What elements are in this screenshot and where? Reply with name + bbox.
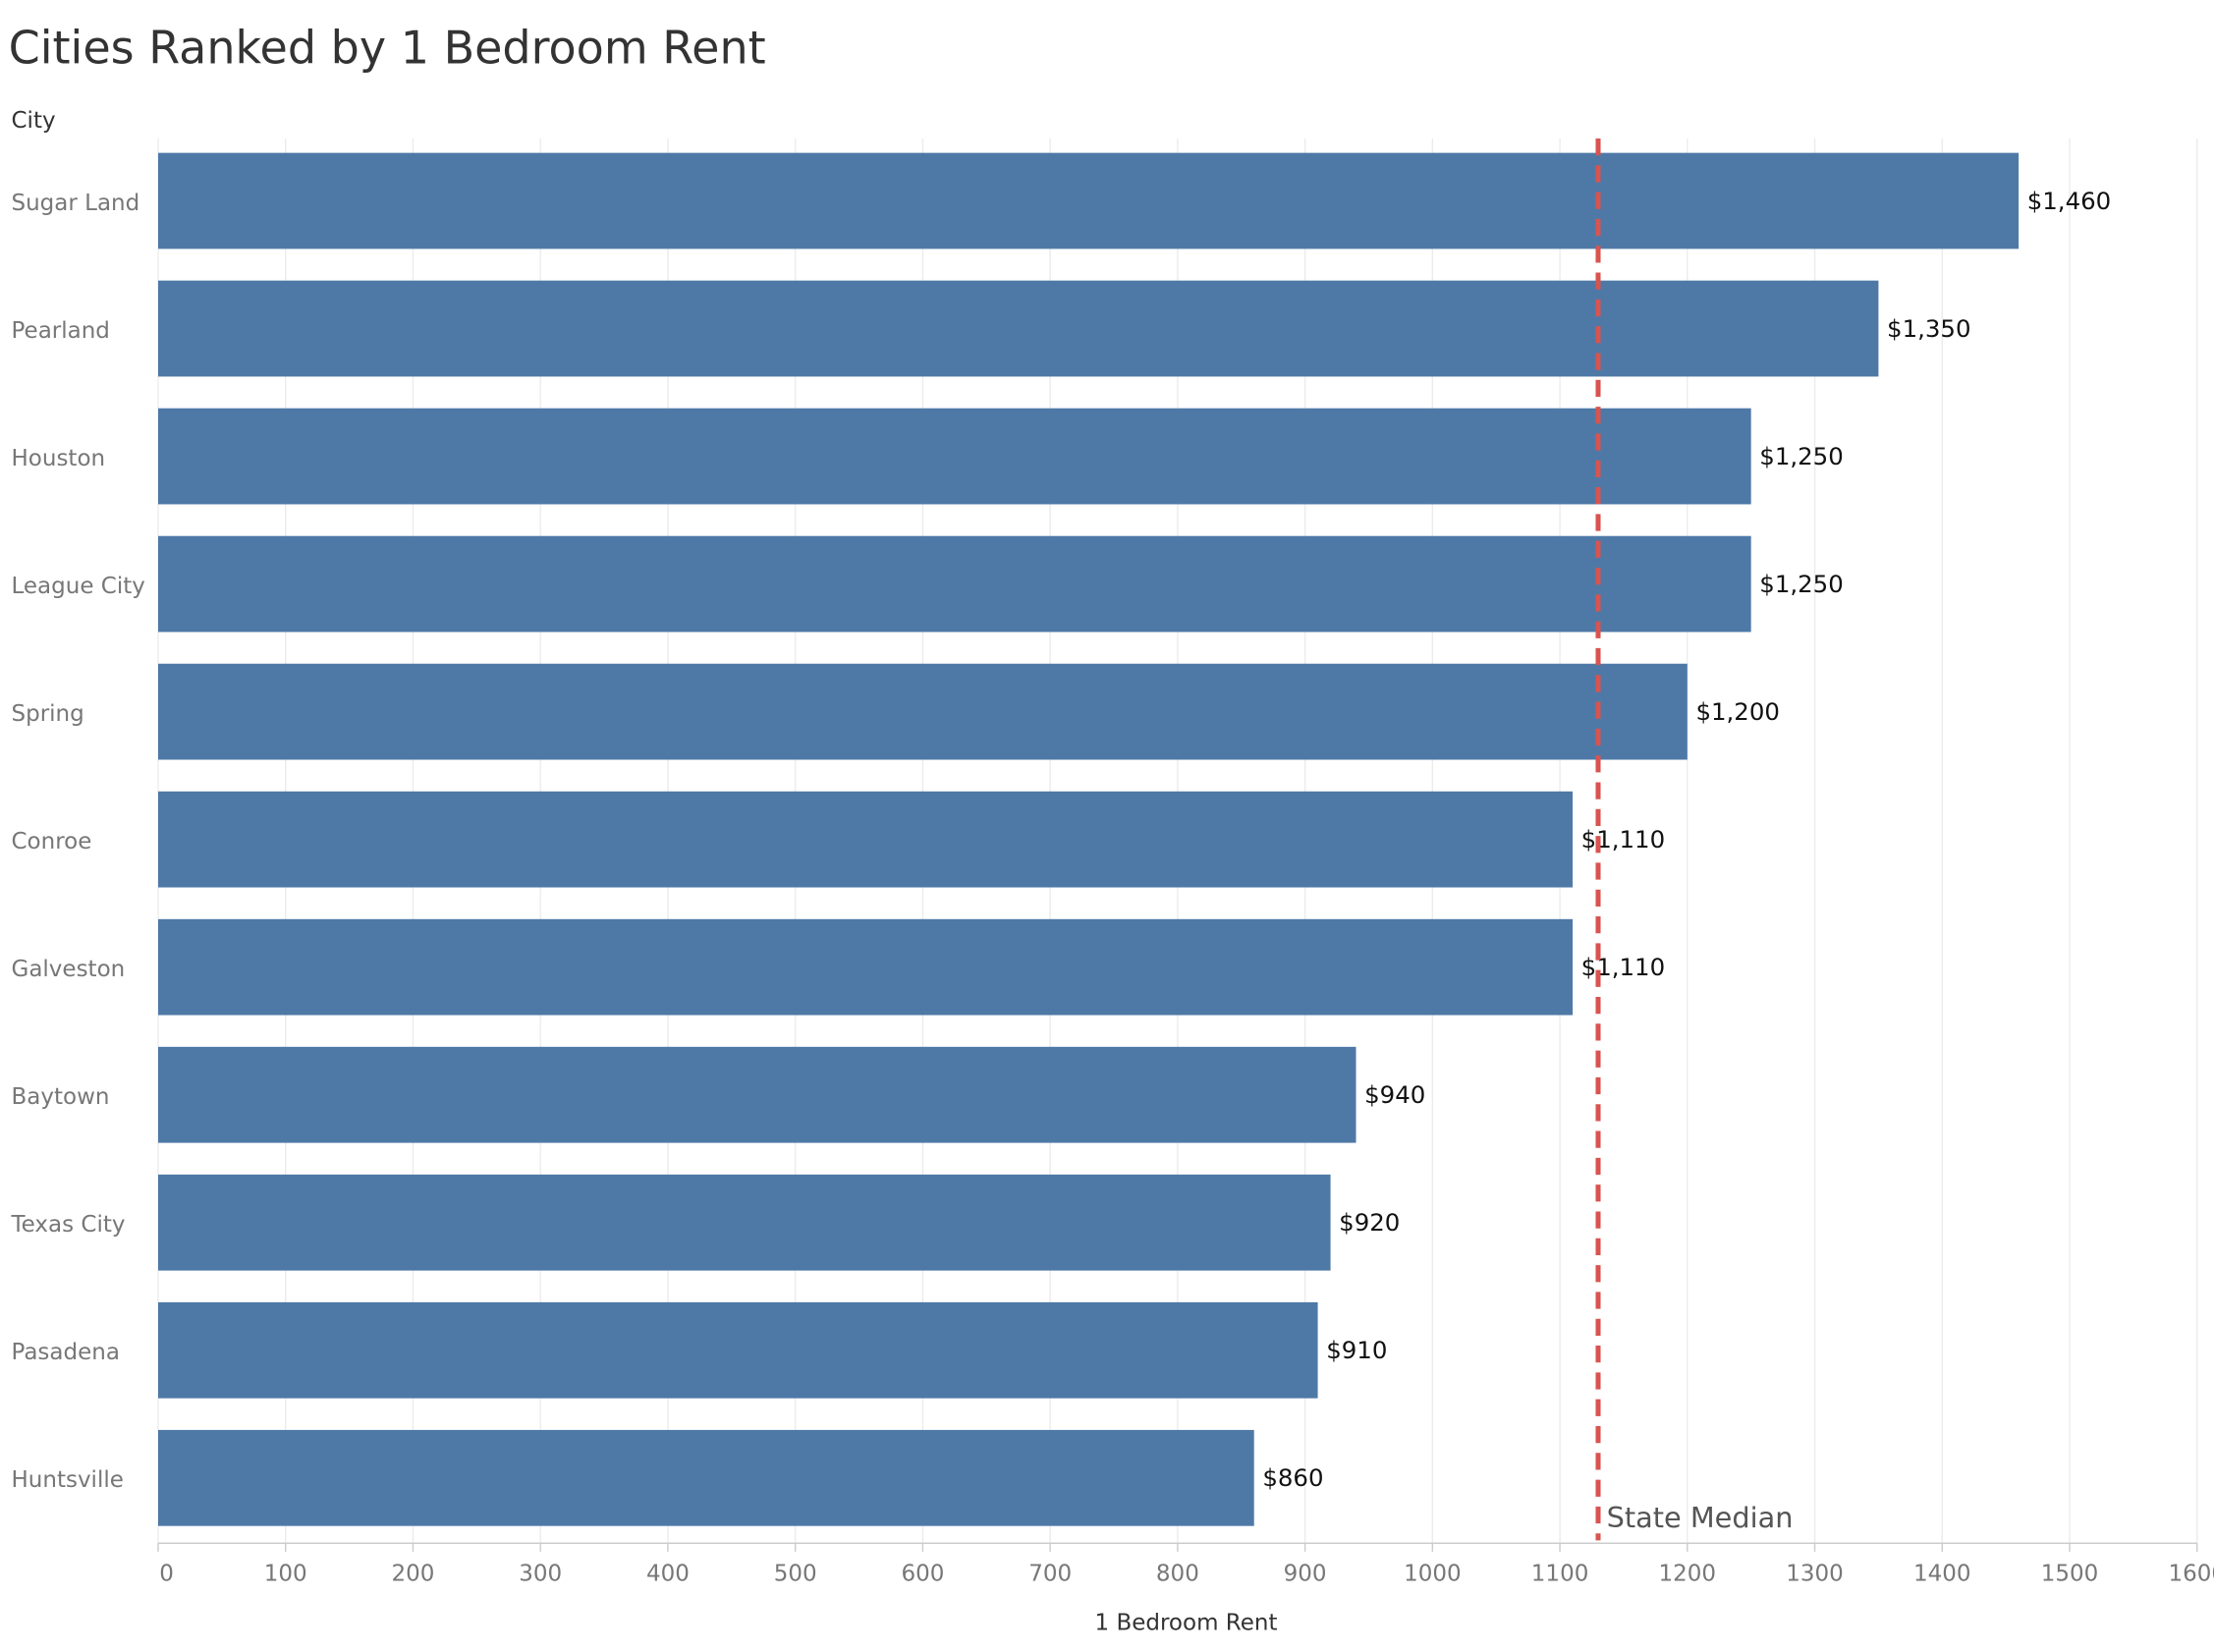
x-tick-label: 900 — [1284, 1561, 1327, 1586]
x-tick-label: 600 — [901, 1561, 944, 1586]
bar — [158, 1046, 1356, 1143]
x-axis-title: 1 Bedroom Rent — [1095, 1611, 1278, 1636]
x-tick-label: 800 — [1156, 1561, 1199, 1586]
bar — [158, 1301, 1318, 1399]
y-tick-label: Huntsville — [12, 1467, 124, 1493]
x-tick-label: 400 — [646, 1561, 690, 1586]
value-label: $1,250 — [1759, 570, 1843, 598]
bar — [158, 152, 2020, 249]
y-tick-label: Conroe — [12, 829, 92, 854]
x-tick-label: 1300 — [1786, 1561, 1844, 1586]
x-tick-label: 1400 — [1913, 1561, 1971, 1586]
x-tick-label: 1100 — [1531, 1561, 1589, 1586]
x-tick-label: 1200 — [1659, 1561, 1717, 1586]
value-label: $1,250 — [1759, 442, 1843, 470]
x-tick-label: 700 — [1028, 1561, 1072, 1586]
value-label: $1,460 — [2027, 187, 2111, 215]
chart-title: Cities Ranked by 1 Bedroom Rent — [9, 21, 766, 74]
y-tick-label: Houston — [12, 446, 106, 471]
reference: State Median — [1595, 138, 1794, 1541]
bars: Sugar Land $1,460 Pearland $1,350 Houston $1,… — [11, 152, 2111, 1526]
x-tick-label: 1500 — [2041, 1561, 2099, 1586]
value-label: $910 — [1326, 1336, 1387, 1364]
bar — [158, 791, 1574, 888]
bar — [158, 1429, 1254, 1526]
y-tick-label: Spring — [12, 701, 84, 727]
x-tick-label: 100 — [264, 1561, 307, 1586]
y-tick-label: Texas City — [11, 1212, 126, 1238]
bar — [158, 408, 1751, 505]
x-tick-label: 1000 — [1404, 1561, 1462, 1586]
value-label: $1,350 — [1887, 314, 1970, 343]
x-tick-label: 1600 — [2168, 1561, 2214, 1586]
value-label: $860 — [1262, 1463, 1323, 1492]
x-tick-label: 300 — [519, 1561, 562, 1586]
value-label: $920 — [1339, 1208, 1400, 1237]
value-label: $1,200 — [1695, 697, 1779, 726]
bar — [158, 1174, 1331, 1271]
bar — [158, 663, 1688, 760]
y-tick-label: Pasadena — [12, 1340, 120, 1365]
reference-label: State Median — [1607, 1501, 1794, 1534]
y-axis-title: City — [12, 108, 56, 134]
value-label: $1,110 — [1581, 953, 1665, 981]
bar — [158, 280, 1879, 377]
y-tick-label: Baytown — [12, 1084, 110, 1110]
x-tick-label: 500 — [774, 1561, 817, 1586]
y-tick-label: Pearland — [12, 318, 110, 344]
x-tick-label: 0 — [159, 1561, 174, 1586]
y-tick-label: Sugar Land — [12, 191, 140, 216]
x-tick-label: 200 — [392, 1561, 435, 1586]
y-tick-label: League City — [12, 574, 145, 599]
bar — [158, 918, 1574, 1016]
y-tick-label: Galveston — [12, 957, 126, 982]
value-label: $1,110 — [1581, 825, 1665, 854]
value-label: $940 — [1364, 1080, 1425, 1109]
bar — [158, 535, 1751, 633]
